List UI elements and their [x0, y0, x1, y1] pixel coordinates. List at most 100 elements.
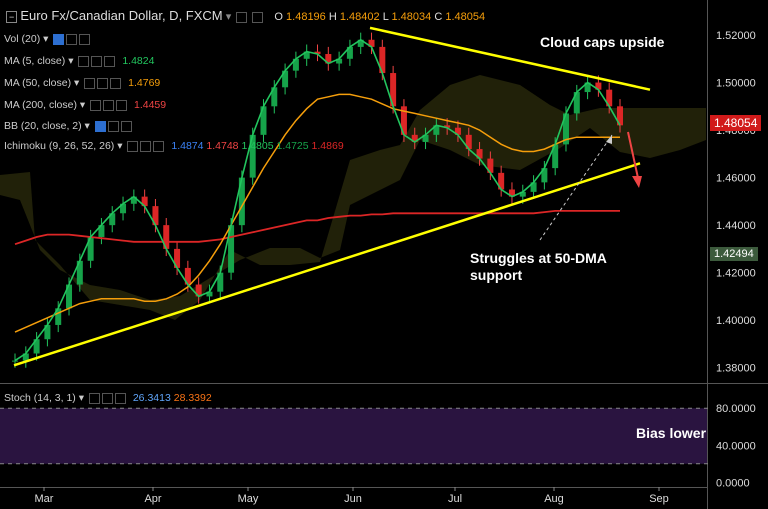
ichimoku-value: 1.4874	[171, 140, 204, 152]
candle-body	[87, 237, 94, 261]
eye-icon[interactable]	[127, 140, 139, 152]
candle-body	[120, 203, 127, 214]
close-icon[interactable]	[120, 120, 132, 132]
gear-icon[interactable]	[252, 11, 264, 23]
indicator-ma200[interactable]: MA (200, close) ▾ 1.4459	[4, 99, 166, 111]
candle-body	[465, 134, 472, 150]
gear-icon[interactable]	[140, 140, 152, 152]
ichimoku-value: 1.4805	[241, 140, 274, 152]
indicator-ichimoku[interactable]: Ichimoku (9, 26, 52, 26) ▾ 1.4874 1.4748…	[4, 140, 344, 152]
candle-body	[562, 113, 569, 145]
chevron-down-icon[interactable]: ▾	[79, 99, 86, 111]
gear-icon[interactable]	[103, 99, 115, 111]
candle-body	[617, 106, 623, 126]
chevron-down-icon[interactable]: ▾	[43, 33, 49, 45]
ichimoku-value: 1.4869	[311, 140, 344, 152]
ichimoku-value: 1.4748	[206, 140, 239, 152]
chevron-down-icon[interactable]: ▾	[117, 140, 123, 152]
stoch-legend[interactable]: Stoch (14, 3, 1) ▾ 26.3413 28.3392	[4, 392, 212, 404]
ohlc-c-label: C	[434, 11, 443, 23]
ma200-line	[14, 209, 620, 246]
chevron-down-icon[interactable]: ▾	[84, 120, 90, 132]
ohlc-c: 1.48054	[445, 11, 486, 23]
eye-icon[interactable]	[88, 392, 100, 404]
candle-body	[336, 58, 343, 64]
red-arrow-line	[627, 131, 639, 179]
candle-body	[249, 134, 256, 178]
close-icon[interactable]	[114, 392, 126, 404]
gear-icon[interactable]	[107, 120, 119, 132]
ma5-line	[14, 38, 621, 362]
stoch-d-value: 28.3392	[173, 392, 212, 404]
indicator-bb[interactable]: BB (20, close, 2) ▾	[4, 120, 132, 132]
candle-body	[55, 308, 62, 325]
close-icon[interactable]	[110, 77, 122, 89]
candle-body	[303, 51, 310, 59]
close-icon[interactable]	[79, 33, 91, 45]
candle-body	[379, 46, 386, 74]
annotation-struggle-1: Struggles at 50-DMA	[470, 250, 607, 266]
indicator-label: Ichimoku (9, 26, 52, 26)	[4, 140, 115, 152]
candle-body	[271, 87, 278, 107]
eye-icon[interactable]	[90, 99, 102, 111]
main-chart-layer	[0, 26, 706, 368]
indicator-ma5[interactable]: MA (5, close) ▾ 1.4824	[4, 55, 154, 67]
indicator-label: Vol (20)	[4, 33, 41, 45]
ma-price-tag: 1.42494	[710, 247, 758, 261]
gear-icon[interactable]	[91, 55, 103, 67]
y-tick-label: 1.38000	[716, 363, 756, 375]
ichimoku-value: 1.4725	[276, 140, 309, 152]
chevron-down-icon[interactable]: ▾	[78, 392, 84, 404]
gear-icon[interactable]	[97, 77, 109, 89]
toggle-icon[interactable]	[236, 11, 248, 23]
y-tick-label: 1.44000	[716, 220, 756, 232]
candle-body	[346, 46, 353, 59]
close-icon[interactable]	[116, 99, 128, 111]
x-tick-label: Aug	[544, 493, 564, 505]
eye-icon[interactable]	[53, 33, 65, 45]
chevron-down-icon[interactable]: ▾	[74, 77, 80, 89]
ohlc-o-label: O	[274, 11, 283, 23]
candle-body	[314, 51, 321, 55]
candle-body	[541, 168, 548, 183]
close-icon[interactable]	[153, 140, 165, 152]
indicator-ma50[interactable]: MA (50, close) ▾ 1.4769	[4, 77, 160, 89]
collapse-icon[interactable]: −	[6, 11, 18, 23]
candle-body	[130, 196, 137, 204]
ohlc-o: 1.48196	[286, 11, 326, 23]
candle-body	[390, 73, 397, 107]
candle-body	[228, 225, 235, 273]
candle-body	[282, 70, 289, 88]
eye-icon[interactable]	[94, 120, 106, 132]
candle-body	[508, 189, 515, 197]
indicator-value: 1.4769	[128, 77, 161, 89]
candle-body	[44, 324, 51, 340]
candle-body	[325, 54, 332, 64]
candle-body	[476, 149, 483, 159]
y-tick-label: 1.46000	[716, 173, 756, 185]
resistance-trendline	[369, 26, 651, 91]
ichimoku-cloud	[0, 75, 706, 320]
annotation-struggle-2: support	[470, 267, 523, 283]
candle-body	[519, 191, 526, 197]
x-tick-label: Apr	[144, 493, 161, 505]
gear-icon[interactable]	[66, 33, 78, 45]
candle-body	[109, 213, 116, 226]
close-icon[interactable]	[104, 55, 116, 67]
x-tick-label: Jun	[344, 493, 362, 505]
gear-icon[interactable]	[101, 392, 113, 404]
candle-body	[400, 106, 407, 135]
candle-body	[606, 89, 613, 107]
ohlc-h-label: H	[328, 11, 337, 23]
settings-icon[interactable]: ▾	[225, 11, 232, 23]
indicator-label: MA (5, close)	[4, 55, 66, 67]
candle-body	[368, 39, 375, 47]
ma50-line	[14, 93, 620, 333]
candle-body	[195, 284, 202, 297]
indicator-vol[interactable]: Vol (20) ▾	[4, 33, 91, 45]
stoch-tick-label: 40.0000	[716, 440, 756, 452]
eye-icon[interactable]	[84, 77, 96, 89]
eye-icon[interactable]	[78, 55, 90, 67]
indicator-label: BB (20, close, 2)	[4, 120, 82, 132]
chevron-down-icon[interactable]: ▾	[68, 55, 74, 67]
